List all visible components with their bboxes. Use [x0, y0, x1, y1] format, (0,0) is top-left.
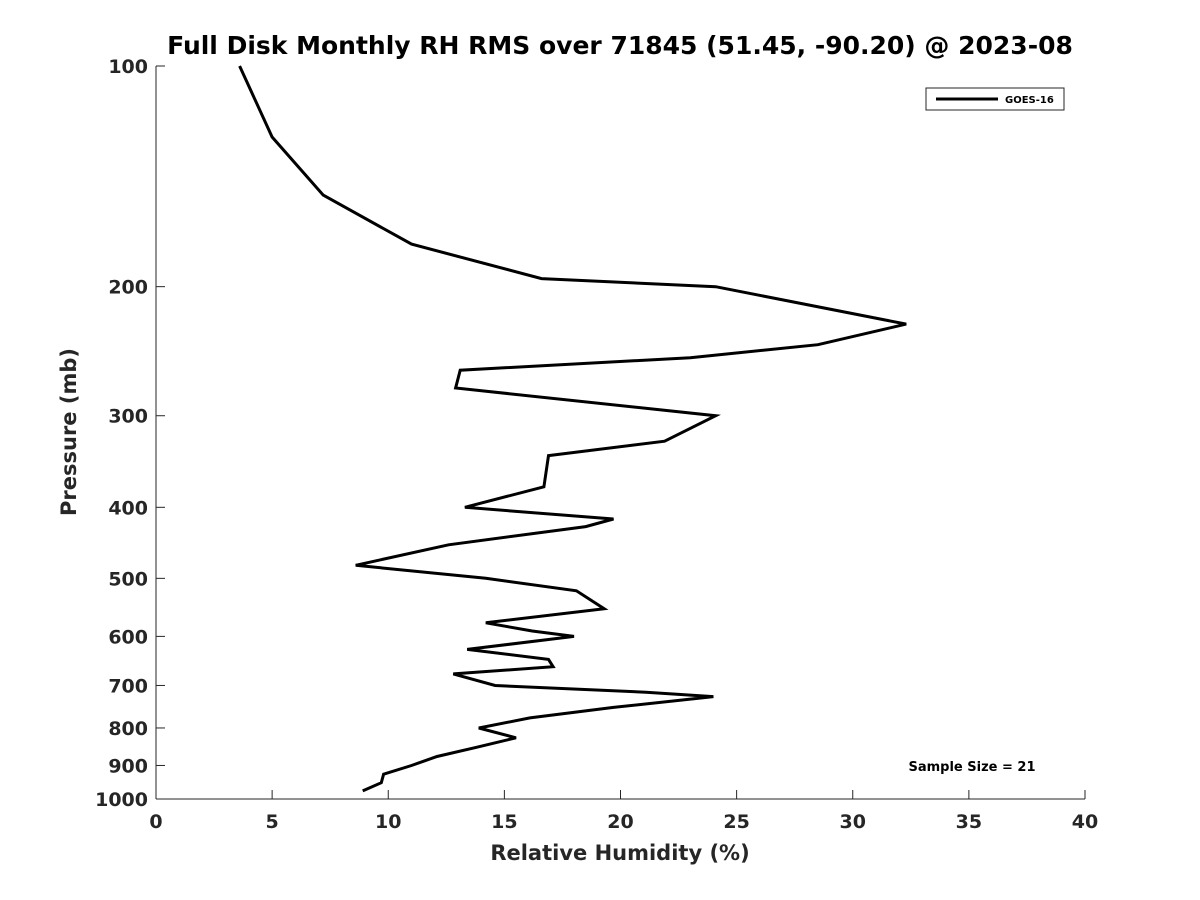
- chart-title: Full Disk Monthly RH RMS over 71845 (51.…: [167, 31, 1073, 60]
- x-tick-label: 30: [840, 811, 866, 833]
- legend-label: GOES-16: [1005, 95, 1054, 106]
- x-tick-label: 10: [375, 811, 401, 833]
- y-tick-label: 200: [108, 277, 148, 299]
- x-tick-label: 0: [149, 811, 162, 833]
- x-tick-label: 15: [491, 811, 517, 833]
- x-tick-label: 35: [956, 811, 982, 833]
- y-tick-label: 800: [108, 718, 148, 740]
- y-tick-label: 900: [108, 755, 148, 777]
- sample-size-annotation: Sample Size = 21: [908, 760, 1035, 775]
- x-tick-label: 25: [723, 811, 749, 833]
- x-ticks: 0 5 10 15 20 25 30 35 40: [149, 790, 1098, 833]
- y-tick-label: 100: [108, 56, 148, 78]
- y-axis-label: Pressure (mb): [57, 348, 81, 516]
- x-tick-label: 20: [607, 811, 633, 833]
- x-tick-label: 5: [266, 811, 279, 833]
- y-tick-label: 700: [108, 675, 148, 697]
- y-tick-label: 600: [108, 626, 148, 648]
- y-tick-label: 300: [108, 406, 148, 428]
- y-tick-label: 500: [108, 568, 148, 590]
- y-ticks: 100 200 300 400 500 600 700 800 900 1000: [95, 56, 165, 811]
- x-tick-label: 40: [1072, 811, 1098, 833]
- legend: GOES-16: [925, 87, 1065, 111]
- plot-area: [156, 66, 1085, 799]
- x-axis-label: Relative Humidity (%): [490, 841, 749, 865]
- y-tick-label: 1000: [95, 789, 148, 811]
- y-tick-label: 400: [108, 497, 148, 519]
- series-line-goes-16: [238, 65, 907, 793]
